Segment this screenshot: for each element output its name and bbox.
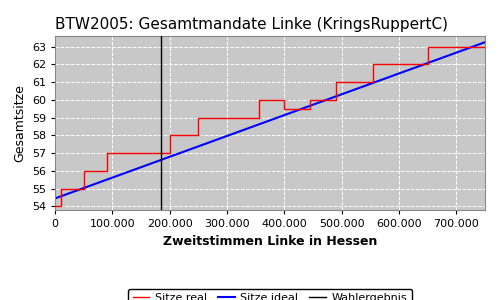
Sitze real — [166, 152, 172, 155]
Sitze real — [333, 98, 339, 102]
Text: BTW2005: Gesamtmandate Linke (KringsRuppertC): BTW2005: Gesamtmandate Linke (KringsRupp… — [55, 17, 448, 32]
Sitze real — [196, 116, 202, 119]
Sitze real — [196, 134, 202, 137]
X-axis label: Zweitstimmen Linke in Hessen: Zweitstimmen Linke in Hessen — [163, 235, 377, 248]
Sitze real — [350, 80, 356, 84]
Sitze real — [333, 80, 339, 84]
Sitze real — [58, 205, 64, 208]
Sitze real — [370, 63, 376, 66]
Sitze real — [454, 45, 460, 49]
Sitze real — [80, 187, 86, 190]
Sitze real — [282, 107, 288, 111]
Sitze real — [402, 63, 407, 66]
Line: Sitze real: Sitze real — [55, 47, 485, 206]
Sitze real — [350, 80, 356, 84]
Y-axis label: Gesamtsitze: Gesamtsitze — [14, 84, 26, 162]
Sitze real — [135, 152, 141, 155]
Sitze real — [256, 98, 262, 102]
Sitze real — [482, 45, 488, 49]
Sitze real — [58, 187, 64, 190]
Sitze real — [166, 134, 172, 137]
Legend: Sitze real, Sitze ideal, Wahlergebnis: Sitze real, Sitze ideal, Wahlergebnis — [128, 289, 412, 300]
Sitze real — [227, 116, 233, 119]
Sitze real — [307, 98, 313, 102]
Sitze real — [135, 152, 141, 155]
Sitze real — [52, 205, 58, 208]
Sitze real — [104, 169, 110, 173]
Sitze real — [424, 63, 430, 66]
Sitze real — [370, 80, 376, 84]
Sitze real — [424, 45, 430, 49]
Sitze real — [454, 45, 460, 49]
Sitze real — [307, 107, 313, 111]
Sitze real — [80, 169, 86, 173]
Sitze real — [104, 152, 110, 155]
Sitze real — [256, 116, 262, 119]
Sitze real — [227, 116, 233, 119]
Sitze real — [402, 63, 407, 66]
Sitze real — [282, 98, 288, 102]
